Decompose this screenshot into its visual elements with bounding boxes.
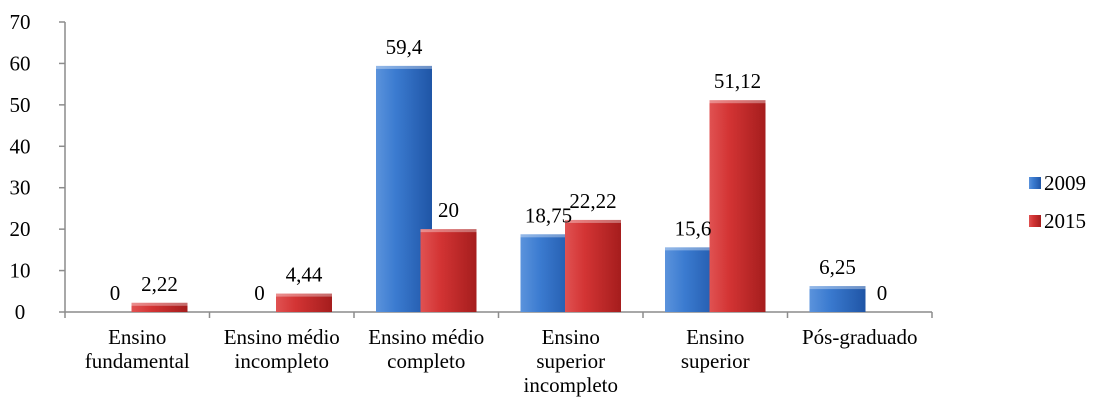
legend-swatch-2009 [1029, 177, 1041, 189]
data-label-2015-3: 22,22 [569, 189, 616, 213]
category-label: incompleto [235, 349, 329, 373]
category-label: fundamental [85, 349, 190, 373]
legend: 2009 2015 [1029, 171, 1086, 233]
category-label: superior [536, 349, 605, 373]
bar-highlight [520, 234, 577, 238]
category-label: Ensino médio [368, 325, 484, 349]
bar-highlight [809, 286, 866, 290]
category-label: Ensino [108, 325, 166, 349]
data-labels: 0 0 59,4 18,75 15,6 6,25 2,22 4,44 20 22,22 51,12 0 [110, 35, 888, 305]
y-tick-label: 0 [15, 300, 26, 324]
data-label-2015-0: 2,22 [141, 272, 178, 296]
category-label: incompleto [524, 373, 618, 397]
category-label: Ensino [542, 325, 600, 349]
data-label-2009-4: 15,6 [675, 216, 712, 240]
y-tick-label: 10 [10, 259, 31, 283]
category-label: Ensino médio [224, 325, 340, 349]
data-label-2009-0: 0 [110, 281, 121, 305]
legend-label-2015: 2015 [1044, 209, 1086, 233]
bars [131, 65, 866, 313]
bar-2015-4 [709, 100, 766, 313]
bar-highlight [376, 65, 432, 69]
y-tick-label: 50 [10, 93, 31, 117]
bar-2015-0 [131, 302, 188, 312]
y-tick-label: 60 [10, 51, 31, 75]
bar-2015-3 [565, 219, 621, 312]
bar-highlight [665, 247, 721, 251]
bar-highlight [131, 302, 188, 306]
y-axis: 0 10 20 30 40 50 60 70 [10, 10, 66, 324]
category-label: Ensino [686, 325, 744, 349]
bar-highlight [565, 219, 621, 223]
bar-2015-1 [276, 293, 332, 312]
category-label: superior [681, 349, 750, 373]
category-label: completo [387, 349, 465, 373]
data-label-2009-1: 0 [254, 281, 265, 305]
data-label-2009-5: 6,25 [819, 255, 856, 279]
y-tick-label: 40 [10, 134, 31, 158]
bar-highlight [420, 229, 477, 233]
bar-2009-5 [809, 286, 866, 312]
data-label-2009-3: 18,75 [525, 203, 572, 227]
x-axis [64, 311, 933, 318]
category-label: Pós-graduado [802, 325, 917, 349]
data-label-2015-4: 51,12 [714, 69, 761, 93]
y-tick-label: 70 [10, 10, 31, 34]
data-label-2015-2: 20 [438, 198, 459, 222]
legend-swatch-2015 [1029, 215, 1041, 227]
legend-label-2009: 2009 [1044, 171, 1086, 195]
data-label-2009-2: 59,4 [386, 35, 423, 59]
y-tick-label: 20 [10, 217, 31, 241]
y-tick-label: 30 [10, 176, 31, 200]
bar-highlight [276, 293, 332, 297]
data-label-2015-1: 4,44 [286, 263, 323, 287]
bar-highlight [709, 100, 766, 104]
bar-2015-2 [420, 229, 477, 312]
data-label-2015-5: 0 [877, 281, 888, 305]
